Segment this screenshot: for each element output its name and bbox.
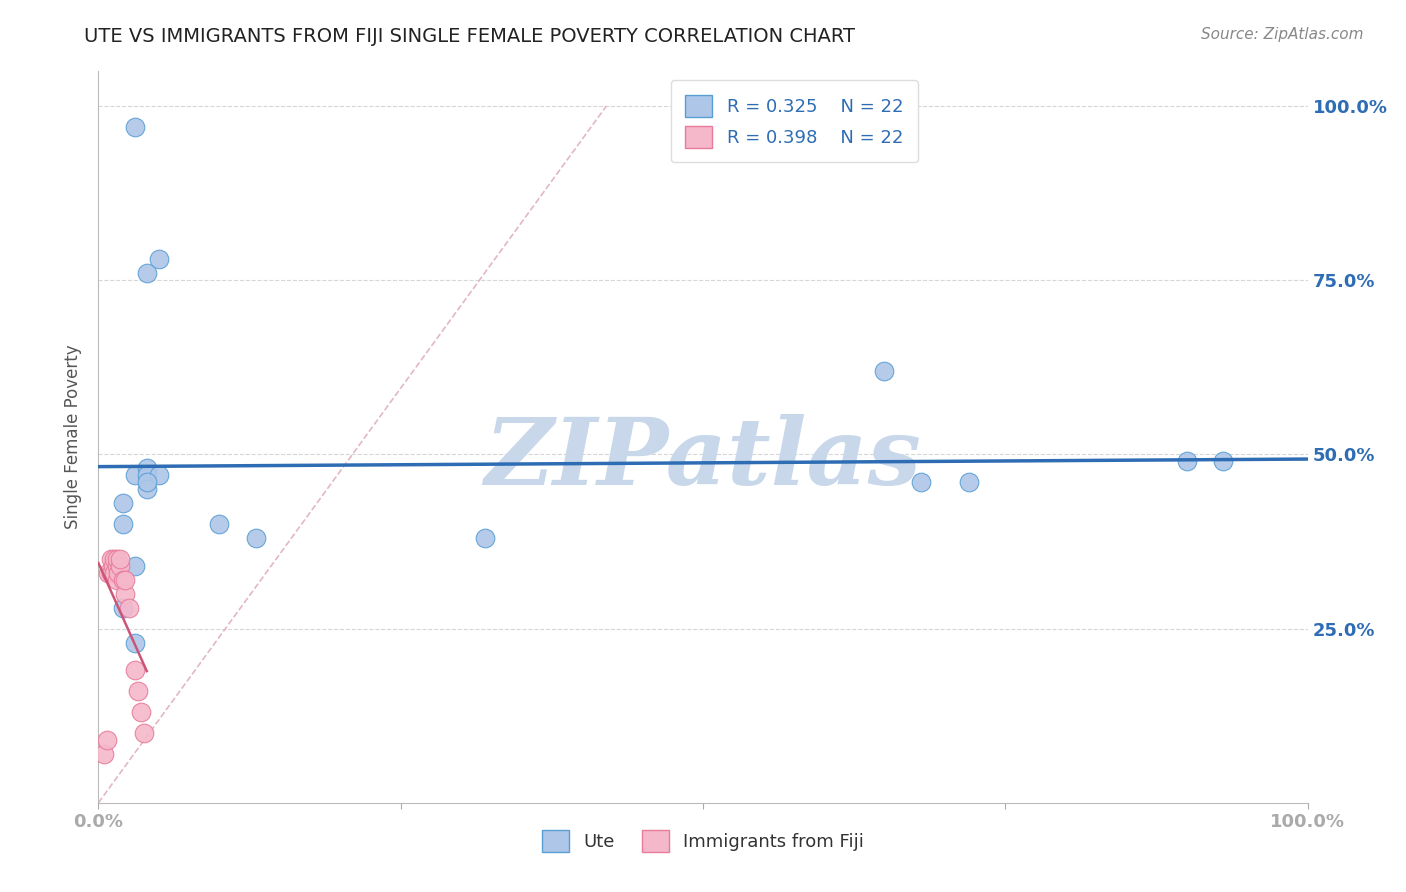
Point <box>114 573 136 587</box>
Point <box>910 475 932 490</box>
Point <box>96 733 118 747</box>
Text: ZIPatlas: ZIPatlas <box>485 414 921 504</box>
Point <box>957 475 980 490</box>
Point <box>105 573 128 587</box>
Point <box>135 468 157 483</box>
Point <box>118 600 141 615</box>
Point <box>148 468 170 483</box>
Point <box>129 705 152 719</box>
Point <box>1175 454 1198 468</box>
Point <box>105 558 128 573</box>
Point <box>107 566 129 580</box>
Point <box>111 496 134 510</box>
Point <box>108 552 131 566</box>
Point <box>127 684 149 698</box>
Point <box>124 120 146 134</box>
Point <box>245 531 267 545</box>
Point <box>105 552 128 566</box>
Point <box>111 517 134 532</box>
Text: Source: ZipAtlas.com: Source: ZipAtlas.com <box>1201 27 1364 42</box>
Point <box>111 600 134 615</box>
Point <box>208 517 231 532</box>
Point <box>97 566 120 580</box>
Point <box>100 566 122 580</box>
Point <box>103 552 125 566</box>
Y-axis label: Single Female Poverty: Single Female Poverty <box>65 345 83 529</box>
Point <box>135 475 157 490</box>
Point <box>873 364 896 378</box>
Point <box>135 266 157 280</box>
Point <box>114 587 136 601</box>
Legend: Ute, Immigrants from Fiji: Ute, Immigrants from Fiji <box>534 823 872 860</box>
Point <box>135 461 157 475</box>
Point <box>108 558 131 573</box>
Point <box>124 468 146 483</box>
Point <box>124 635 146 649</box>
Text: UTE VS IMMIGRANTS FROM FIJI SINGLE FEMALE POVERTY CORRELATION CHART: UTE VS IMMIGRANTS FROM FIJI SINGLE FEMAL… <box>84 27 855 45</box>
Point <box>101 558 124 573</box>
Point <box>1212 454 1234 468</box>
Point <box>134 726 156 740</box>
Point <box>100 552 122 566</box>
Point <box>474 531 496 545</box>
Point <box>124 558 146 573</box>
Point <box>103 566 125 580</box>
Point <box>148 252 170 267</box>
Point <box>111 573 134 587</box>
Point <box>124 664 146 678</box>
Point <box>135 483 157 497</box>
Point <box>93 747 115 761</box>
